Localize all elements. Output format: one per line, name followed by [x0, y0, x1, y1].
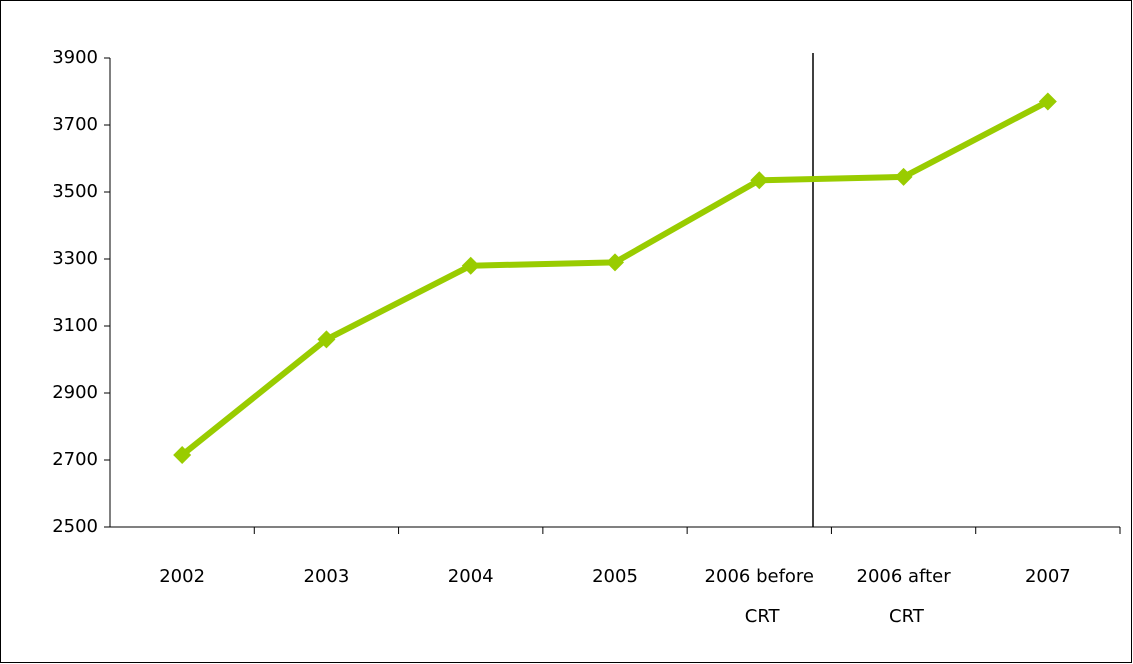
data-marker	[894, 167, 913, 186]
x-tick-label: 2007	[1025, 566, 1071, 587]
data-marker	[173, 445, 192, 464]
x-tick-label: 2004	[448, 566, 494, 587]
y-tick-label: 2700	[52, 449, 98, 470]
y-tick-label: 3500	[52, 181, 98, 202]
data-marker	[1038, 92, 1057, 111]
y-tick-label: 3300	[52, 248, 98, 269]
y-tick-label: 3100	[52, 315, 98, 336]
y-tick-label: 2500	[52, 516, 98, 537]
data-marker	[606, 253, 624, 272]
y-tick-label: 2900	[52, 382, 98, 403]
x-tick-label: 2005	[592, 566, 638, 587]
x-tick-label: 2006 after CRT	[857, 566, 952, 627]
data-marker	[317, 330, 336, 349]
data-marker	[750, 171, 769, 190]
x-tick-label: 2002	[159, 566, 205, 587]
data-marker	[461, 256, 480, 275]
x-tick-label: 2003	[304, 566, 350, 587]
y-tick-label: 3700	[52, 114, 98, 135]
x-tick-label: 2006 before CRT	[705, 566, 814, 627]
y-tick-label: 3900	[52, 47, 98, 68]
